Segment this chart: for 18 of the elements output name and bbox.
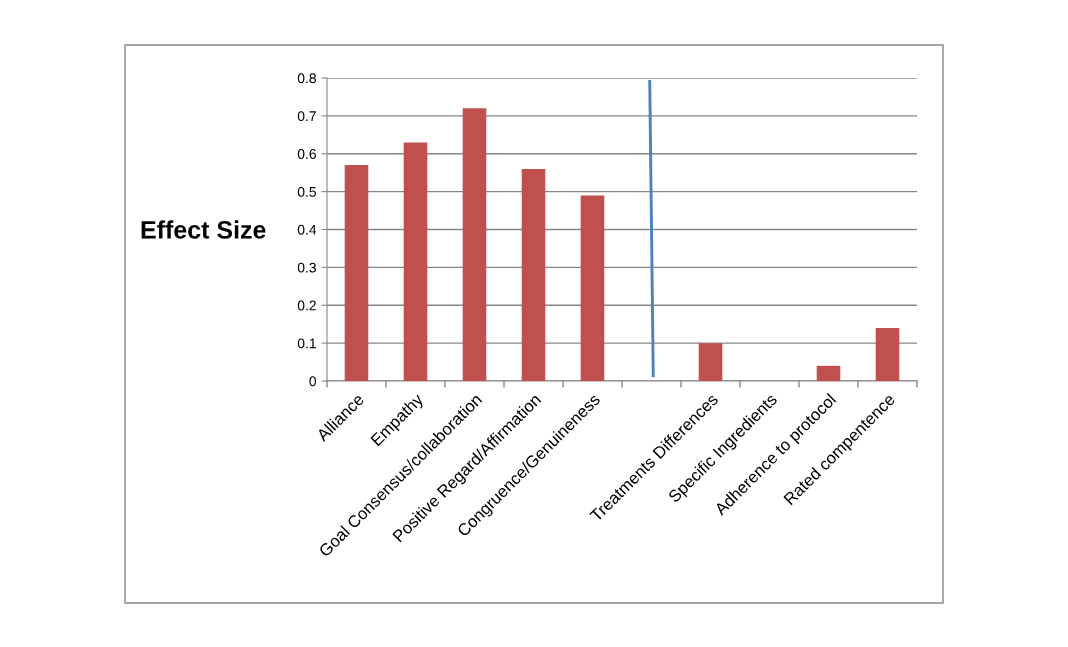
bar (875, 327, 900, 381)
bar (698, 343, 723, 381)
y-tick-label: 0.3 (297, 262, 316, 273)
y-tick-label: 0 (309, 376, 317, 387)
y-tick-label: 0.7 (297, 111, 316, 122)
y-axis-title: Effect Size (141, 220, 266, 239)
y-tick-label: 0.5 (297, 186, 316, 197)
bar (462, 108, 487, 381)
y-tick-label: 0.2 (297, 300, 316, 311)
bar (344, 165, 369, 381)
y-tick-label: 0.8 (297, 73, 316, 84)
bar (403, 142, 428, 381)
y-tick-label: 0.4 (297, 224, 317, 235)
bar (580, 195, 605, 381)
y-tick-label: 0.6 (297, 149, 316, 159)
bar (816, 365, 841, 381)
bar (521, 168, 546, 381)
y-tick-label: 0.1 (297, 338, 316, 349)
